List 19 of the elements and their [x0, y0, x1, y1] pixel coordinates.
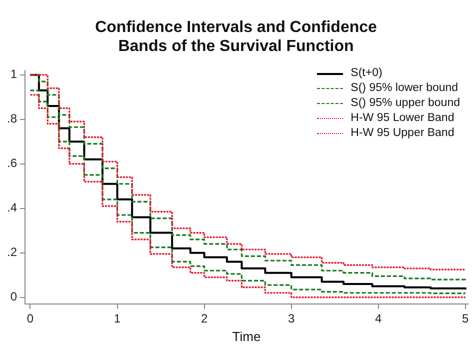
y-tick-label: 0 [10, 290, 18, 304]
x-tick-label: 5 [462, 312, 470, 326]
x-tick-label: 4 [375, 312, 382, 326]
legend-label: S() 95% upper bound [350, 96, 460, 111]
y-tick-label: 1 [10, 67, 18, 82]
x-tick-label: 2 [200, 312, 208, 326]
y-tick-label: .6 [6, 156, 18, 170]
chart-title: Confidence Intervals and Confidence Bands of the Survival Function [95, 19, 378, 56]
x-axis-title: Time [232, 328, 261, 344]
legend-label: H-W 95 Lower Band [350, 111, 454, 126]
y-tick-label: .8 [6, 112, 18, 126]
x-tick-label: 3 [288, 312, 295, 326]
legend-label: S(t+0) [350, 66, 382, 81]
x-tick-label: 0 [26, 312, 34, 326]
x-tick-label: 1 [114, 312, 121, 326]
y-tick-label: .2 [6, 245, 18, 260]
legend-label: S() 95% lower bound [350, 81, 458, 96]
y-tick-label: .4 [6, 200, 18, 215]
legend-label: H-W 95 Upper Band [350, 126, 454, 141]
